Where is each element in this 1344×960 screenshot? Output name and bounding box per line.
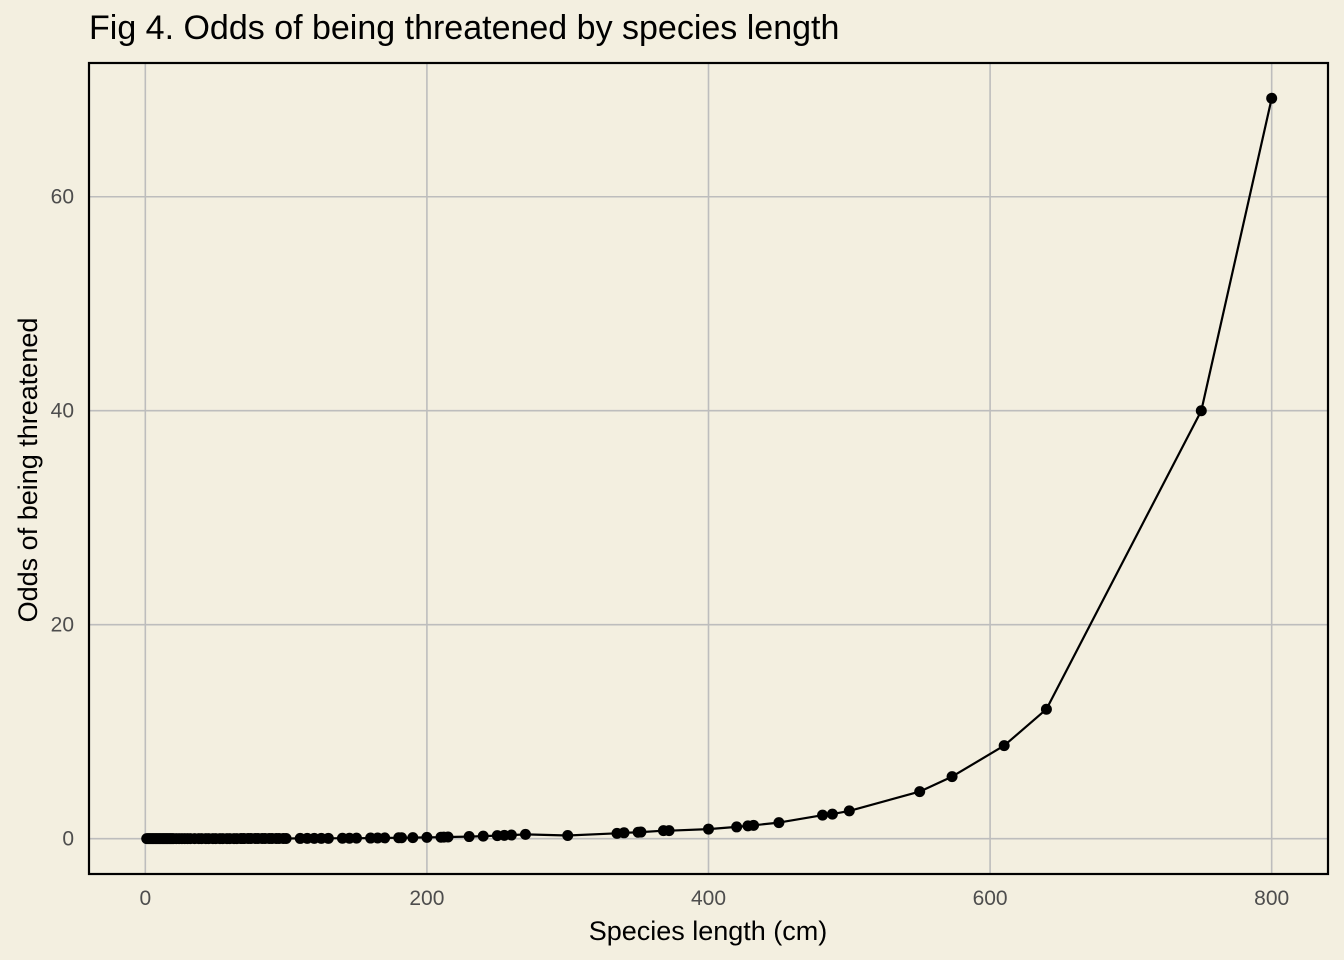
data-point — [463, 831, 475, 843]
data-point — [505, 829, 517, 841]
data-point — [826, 808, 838, 820]
data-point — [1266, 92, 1278, 104]
data-point — [635, 826, 647, 838]
data-point — [519, 828, 531, 840]
data-point — [351, 832, 363, 844]
data-point — [322, 832, 334, 844]
x-tick-label: 800 — [1254, 887, 1289, 910]
data-point — [618, 827, 630, 839]
data-point — [731, 821, 743, 833]
data-point — [407, 832, 419, 844]
data-point — [663, 825, 675, 837]
data-points — [141, 92, 1278, 845]
data-point — [703, 823, 714, 835]
data-point — [396, 832, 408, 844]
chart-title: Fig 4. Odds of being threatened by speci… — [89, 9, 839, 47]
data-point — [998, 740, 1010, 752]
data-point — [562, 829, 574, 841]
data-point — [477, 830, 489, 842]
data-point — [817, 809, 829, 821]
x-tick-label: 200 — [409, 887, 444, 910]
y-axis-ticks: 0 20 40 60 — [51, 186, 74, 851]
grid — [89, 63, 1328, 874]
y-tick-label: 40 — [51, 400, 74, 423]
y-axis-title: Odds of being threatened — [13, 318, 43, 623]
y-tick-label: 20 — [51, 614, 74, 637]
data-point — [1195, 405, 1207, 417]
data-point — [1040, 703, 1052, 715]
data-point — [843, 805, 855, 817]
data-point — [280, 832, 292, 844]
data-point — [914, 786, 926, 798]
x-tick-label: 400 — [691, 887, 726, 910]
x-axis-title: Species length (cm) — [589, 916, 828, 946]
x-tick-label: 600 — [973, 887, 1008, 910]
y-tick-label: 60 — [51, 186, 74, 209]
data-point — [773, 817, 785, 829]
data-point — [748, 819, 760, 831]
data-point — [379, 832, 391, 844]
plot-frame — [87, 61, 1330, 876]
x-tick-label: 0 — [139, 887, 151, 910]
data-point — [421, 831, 433, 843]
data-point — [946, 771, 958, 783]
data-point — [442, 831, 454, 843]
x-axis-ticks: 0 200 400 600 800 — [139, 887, 1289, 910]
y-tick-label: 0 — [62, 828, 74, 851]
